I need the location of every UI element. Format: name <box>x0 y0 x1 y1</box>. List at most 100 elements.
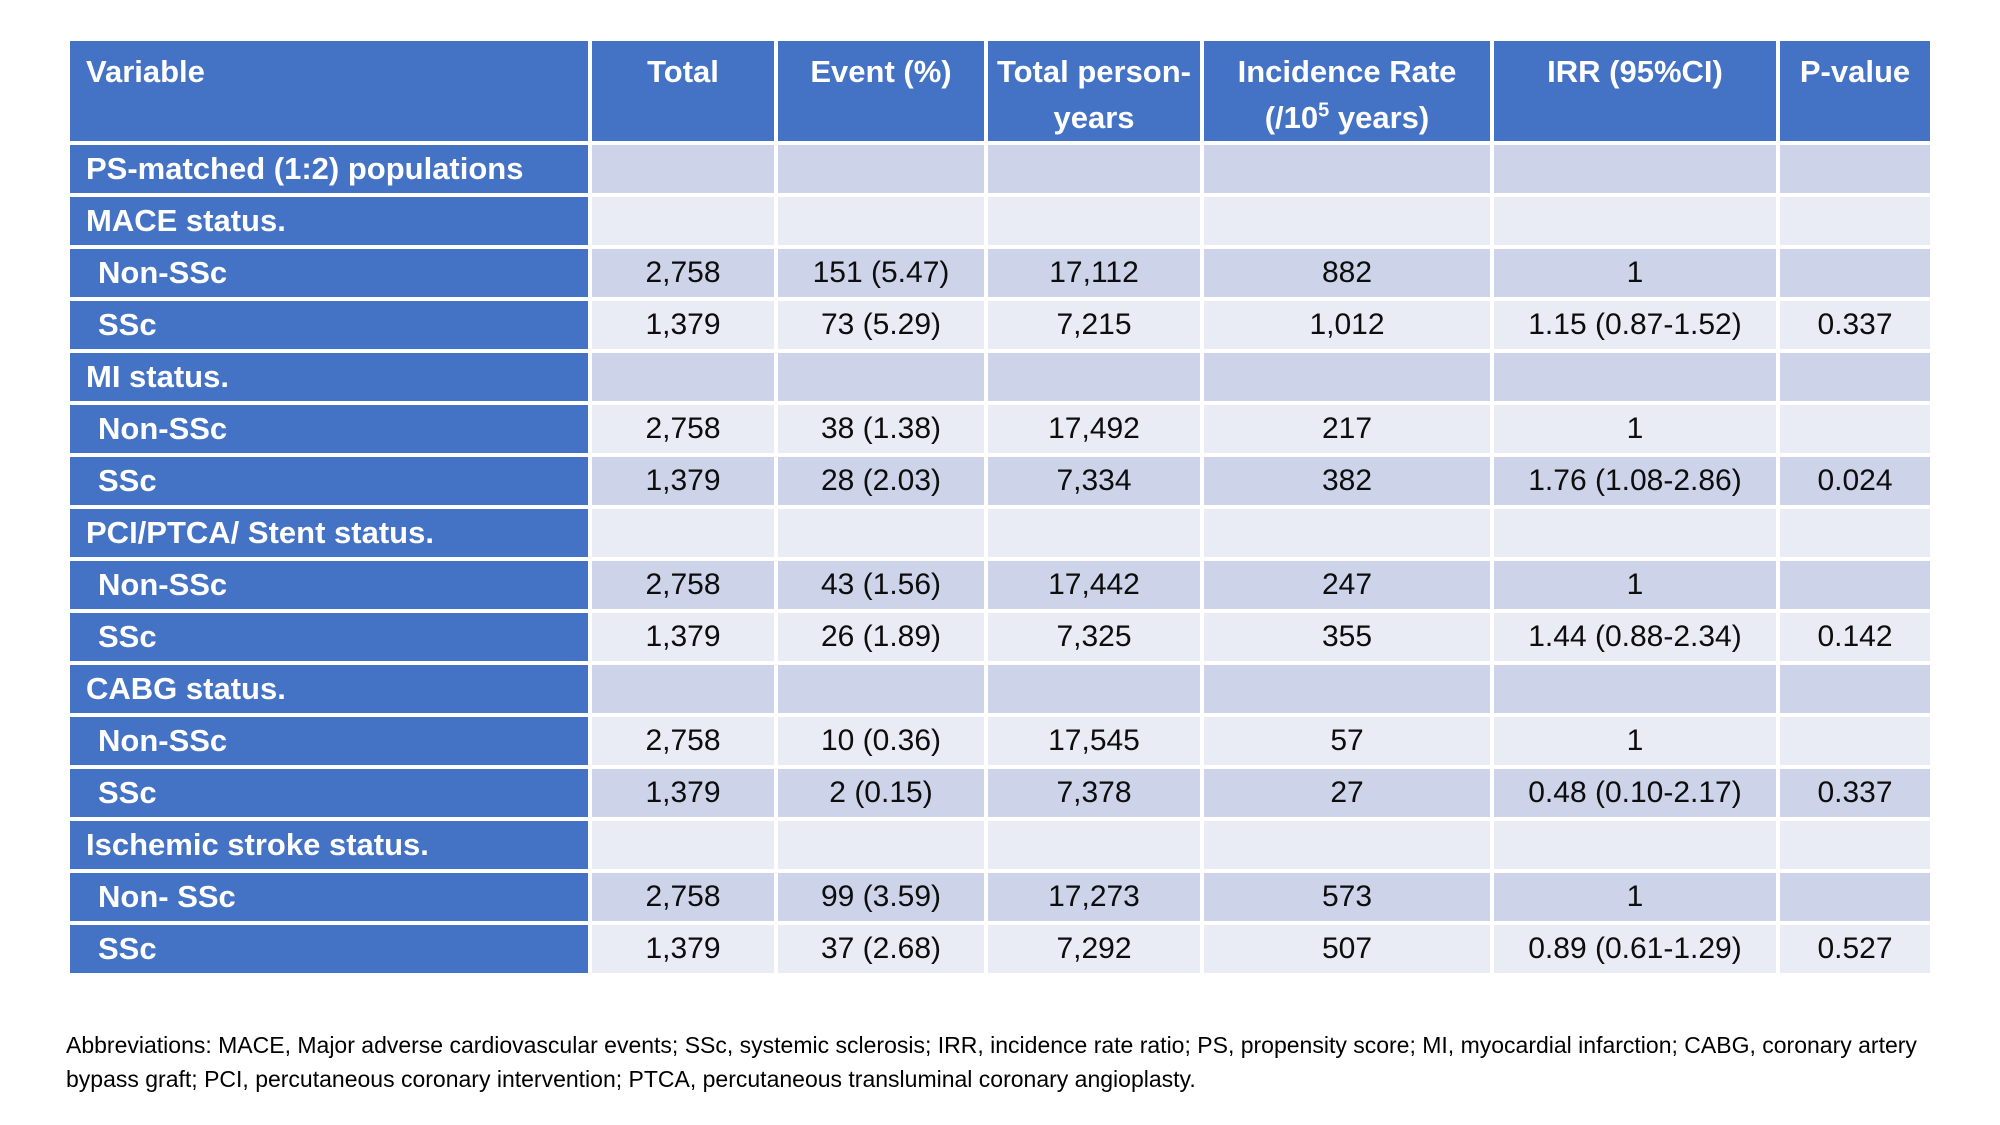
cell-event: 37 (2.68) <box>774 921 988 977</box>
cell-irr <box>1490 141 1780 197</box>
cell-event: 99 (3.59) <box>774 869 988 925</box>
cell-event: 2 (0.15) <box>774 765 988 821</box>
cell-incidence-rate: 57 <box>1200 713 1494 769</box>
cell-p-value: 0.337 <box>1776 297 1934 353</box>
cell-event: 151 (5.47) <box>774 245 988 301</box>
cell-total <box>588 349 778 405</box>
cell-p-value: 0.024 <box>1776 453 1934 509</box>
cell-total <box>588 661 778 717</box>
cell-irr: 1.44 (0.88-2.34) <box>1490 609 1780 665</box>
cell-irr <box>1490 505 1780 561</box>
cell-event: 28 (2.03) <box>774 453 988 509</box>
cell-p-value: 0.142 <box>1776 609 1934 665</box>
footnote-abbreviations: Abbreviations: MACE, Major adverse cardi… <box>66 1032 1917 1092</box>
cell-variable: SSc <box>66 609 592 665</box>
cell-variable: Non-SSc <box>66 557 592 613</box>
cell-event <box>774 193 988 249</box>
cell-irr: 1 <box>1490 869 1780 925</box>
cell-irr: 1 <box>1490 713 1780 769</box>
cell-total: 2,758 <box>588 245 778 301</box>
cell-incidence-rate: 247 <box>1200 557 1494 613</box>
cell-total: 1,379 <box>588 297 778 353</box>
cell-incidence-rate <box>1200 661 1494 717</box>
cell-variable: Non-SSc <box>66 713 592 769</box>
cell-total: 1,379 <box>588 765 778 821</box>
results-table-container: Variable Total Event (%) Total person-ye… <box>66 37 1934 977</box>
cell-event: 43 (1.56) <box>774 557 988 613</box>
table-row-section: CABG status. <box>66 661 1934 717</box>
cell-total <box>588 505 778 561</box>
cell-event <box>774 661 988 717</box>
cell-p-value <box>1776 193 1934 249</box>
cell-p-value: 0.337 <box>1776 765 1934 821</box>
table-row-section: MACE status. <box>66 193 1934 249</box>
table-row-section: Ischemic stroke status. <box>66 817 1934 873</box>
table-row: SSc 1,379 2 (0.15) 7,378 27 0.48 (0.10-2… <box>66 765 1934 821</box>
cell-event <box>774 505 988 561</box>
cell-irr <box>1490 817 1780 873</box>
cell-irr <box>1490 661 1780 717</box>
cell-event: 10 (0.36) <box>774 713 988 769</box>
cell-p-value <box>1776 401 1934 457</box>
cell-total <box>588 193 778 249</box>
cell-person-years: 7,334 <box>984 453 1204 509</box>
cell-variable: Ischemic stroke status. <box>66 817 592 873</box>
incidence-rate-units: years) <box>1329 100 1430 135</box>
cell-p-value <box>1776 817 1934 873</box>
cell-incidence-rate: 355 <box>1200 609 1494 665</box>
header-incidence-rate: Incidence Rate (/105 years) <box>1200 37 1494 145</box>
cell-incidence-rate: 573 <box>1200 869 1494 925</box>
cell-p-value <box>1776 349 1934 405</box>
cell-irr: 1.15 (0.87-1.52) <box>1490 297 1780 353</box>
cell-incidence-rate: 27 <box>1200 765 1494 821</box>
cell-irr: 0.48 (0.10-2.17) <box>1490 765 1780 821</box>
cell-irr: 1.76 (1.08-2.86) <box>1490 453 1780 509</box>
table-row: SSc 1,379 37 (2.68) 7,292 507 0.89 (0.61… <box>66 921 1934 977</box>
cell-irr <box>1490 349 1780 405</box>
table-row: Non-SSc 2,758 10 (0.36) 17,545 57 1 <box>66 713 1934 769</box>
cell-event <box>774 141 988 197</box>
table-row-section: PCI/PTCA/ Stent status. <box>66 505 1934 561</box>
cell-total: 1,379 <box>588 921 778 977</box>
cell-total: 1,379 <box>588 609 778 665</box>
cell-incidence-rate: 382 <box>1200 453 1494 509</box>
cell-p-value <box>1776 713 1934 769</box>
header-p-value: P-value <box>1776 37 1934 145</box>
cell-total: 2,758 <box>588 713 778 769</box>
header-variable: Variable <box>66 37 592 145</box>
cell-total: 1,379 <box>588 453 778 509</box>
cell-incidence-rate: 882 <box>1200 245 1494 301</box>
cell-variable: SSc <box>66 921 592 977</box>
cell-event: 38 (1.38) <box>774 401 988 457</box>
cell-p-value <box>1776 141 1934 197</box>
cell-variable: Non-SSc <box>66 401 592 457</box>
table-row: Non-SSc 2,758 43 (1.56) 17,442 247 1 <box>66 557 1934 613</box>
cell-person-years <box>984 817 1204 873</box>
cell-incidence-rate: 507 <box>1200 921 1494 977</box>
table-row: Non- SSc 2,758 99 (3.59) 17,273 573 1 <box>66 869 1934 925</box>
cell-person-years <box>984 505 1204 561</box>
cell-irr: 1 <box>1490 245 1780 301</box>
cell-variable: Non- SSc <box>66 869 592 925</box>
cell-irr <box>1490 193 1780 249</box>
cell-person-years <box>984 193 1204 249</box>
cell-variable: MACE status. <box>66 193 592 249</box>
cell-variable: MI status. <box>66 349 592 405</box>
cell-total: 2,758 <box>588 401 778 457</box>
cell-event <box>774 349 988 405</box>
cell-variable: PCI/PTCA/ Stent status. <box>66 505 592 561</box>
cell-incidence-rate: 1,012 <box>1200 297 1494 353</box>
cell-total: 2,758 <box>588 557 778 613</box>
cell-person-years <box>984 661 1204 717</box>
header-total: Total <box>588 37 778 145</box>
cell-event: 73 (5.29) <box>774 297 988 353</box>
cell-variable: SSc <box>66 765 592 821</box>
results-table: Variable Total Event (%) Total person-ye… <box>66 37 1934 977</box>
table-row: Non-SSc 2,758 151 (5.47) 17,112 882 1 <box>66 245 1934 301</box>
cell-person-years <box>984 349 1204 405</box>
table-row-section: PS-matched (1:2) populations <box>66 141 1934 197</box>
incidence-rate-text: Incidence Rate (/10 <box>1237 54 1457 135</box>
cell-variable: SSc <box>66 453 592 509</box>
cell-variable: CABG status. <box>66 661 592 717</box>
cell-p-value <box>1776 505 1934 561</box>
